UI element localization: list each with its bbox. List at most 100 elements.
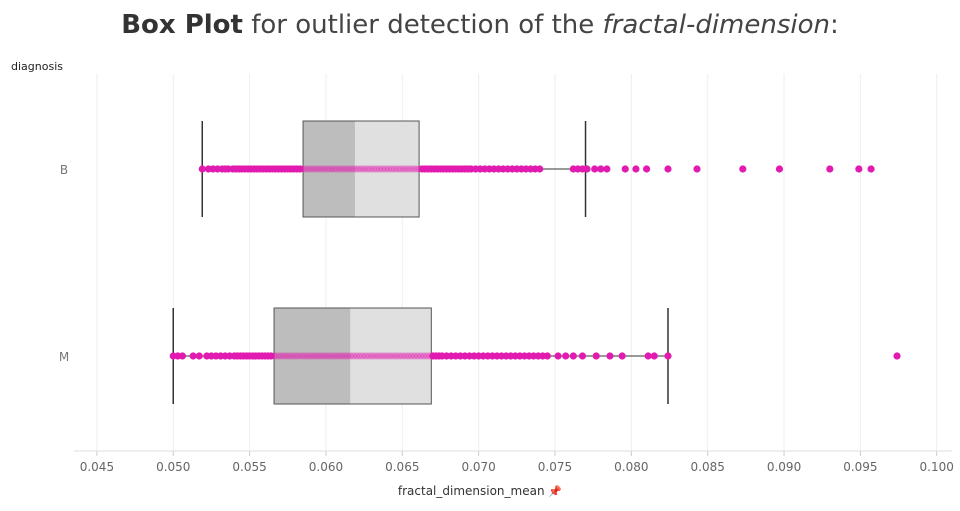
data-point bbox=[583, 165, 591, 173]
data-point bbox=[398, 352, 406, 360]
chart-title-plain: for outlier detection of the bbox=[242, 10, 603, 40]
box-lower-half bbox=[274, 308, 351, 404]
data-point bbox=[355, 352, 364, 360]
data-point bbox=[632, 165, 640, 173]
x-tick-label: 0.070 bbox=[461, 460, 495, 474]
data-point bbox=[267, 352, 275, 360]
data-point bbox=[569, 352, 577, 360]
data-point bbox=[317, 165, 325, 173]
data-point bbox=[291, 352, 300, 360]
data-point bbox=[386, 352, 394, 360]
data-point bbox=[384, 165, 393, 173]
x-tick-label: 0.060 bbox=[309, 460, 343, 474]
chart-title-end: : bbox=[830, 10, 839, 40]
data-point bbox=[591, 165, 599, 173]
data-point bbox=[855, 165, 863, 173]
data-point bbox=[328, 352, 336, 360]
data-point bbox=[300, 352, 309, 360]
data-point bbox=[597, 165, 605, 173]
data-point bbox=[313, 352, 321, 360]
data-point bbox=[316, 352, 324, 360]
data-point bbox=[320, 165, 329, 173]
data-point bbox=[394, 165, 402, 173]
chart-title-bold: Box Plot bbox=[121, 10, 243, 40]
category-label: M bbox=[59, 350, 69, 364]
data-point bbox=[739, 165, 747, 173]
data-point bbox=[693, 165, 701, 173]
data-point bbox=[314, 165, 322, 173]
data-point bbox=[371, 352, 379, 360]
data-point bbox=[543, 352, 551, 360]
row-header-diagnosis: diagnosis bbox=[11, 60, 63, 73]
x-axis-title[interactable]: fractal_dimension_mean 📌 bbox=[0, 484, 960, 498]
data-point bbox=[178, 352, 187, 360]
data-point bbox=[305, 165, 313, 173]
data-point bbox=[311, 165, 319, 173]
x-tick-label: 0.045 bbox=[80, 460, 114, 474]
data-point bbox=[354, 165, 362, 173]
data-point bbox=[374, 352, 382, 360]
data-point bbox=[403, 165, 411, 173]
x-tick-label: 0.075 bbox=[538, 460, 572, 474]
data-point bbox=[644, 352, 652, 360]
data-point bbox=[304, 352, 312, 360]
data-point bbox=[413, 352, 422, 360]
data-point bbox=[366, 165, 374, 173]
data-point bbox=[345, 165, 353, 173]
category-label: B bbox=[60, 163, 68, 177]
data-point bbox=[331, 352, 339, 360]
data-point bbox=[189, 352, 197, 360]
data-point bbox=[360, 165, 368, 173]
data-point bbox=[392, 352, 400, 360]
data-point bbox=[357, 165, 365, 173]
data-point bbox=[380, 352, 388, 360]
data-point bbox=[310, 352, 318, 360]
data-point bbox=[592, 352, 600, 360]
x-tick-label: 0.080 bbox=[614, 460, 648, 474]
data-point bbox=[417, 352, 425, 360]
data-point bbox=[395, 352, 403, 360]
pin-icon[interactable]: 📌 bbox=[548, 485, 563, 498]
data-point bbox=[621, 165, 629, 173]
box-upper-half bbox=[354, 121, 420, 217]
data-point bbox=[195, 352, 203, 360]
x-tick-label: 0.100 bbox=[920, 460, 954, 474]
data-point bbox=[296, 165, 304, 173]
data-point bbox=[409, 165, 417, 173]
data-point bbox=[893, 352, 901, 360]
data-point bbox=[279, 352, 287, 360]
data-point bbox=[276, 352, 284, 360]
data-point bbox=[397, 165, 405, 173]
data-point bbox=[319, 352, 327, 360]
data-point bbox=[400, 165, 408, 173]
data-point bbox=[412, 165, 420, 173]
data-point bbox=[381, 165, 390, 173]
data-point bbox=[340, 352, 348, 360]
data-point bbox=[326, 165, 335, 173]
data-point bbox=[348, 165, 356, 173]
data-point bbox=[302, 165, 310, 173]
data-point bbox=[337, 352, 345, 360]
data-point bbox=[334, 352, 342, 360]
data-point bbox=[270, 352, 278, 360]
data-point bbox=[329, 165, 338, 173]
data-point bbox=[404, 352, 413, 360]
x-tick-label: 0.085 bbox=[691, 460, 725, 474]
x-tick-label: 0.050 bbox=[156, 460, 190, 474]
data-point bbox=[297, 352, 306, 360]
data-point bbox=[664, 165, 672, 173]
data-point bbox=[349, 352, 358, 360]
data-point bbox=[388, 165, 396, 173]
data-point bbox=[343, 352, 351, 360]
data-point bbox=[342, 165, 350, 173]
data-point bbox=[377, 352, 385, 360]
data-point bbox=[643, 165, 651, 173]
chart-title: Box Plot for outlier detection of the fr… bbox=[0, 10, 960, 40]
data-point bbox=[389, 352, 397, 360]
data-point bbox=[375, 165, 383, 173]
data-point bbox=[362, 352, 370, 360]
chart-title-italic: fractal-dimension bbox=[602, 10, 831, 40]
x-axis-title-text: fractal_dimension_mean bbox=[397, 484, 545, 498]
data-point bbox=[372, 165, 380, 173]
